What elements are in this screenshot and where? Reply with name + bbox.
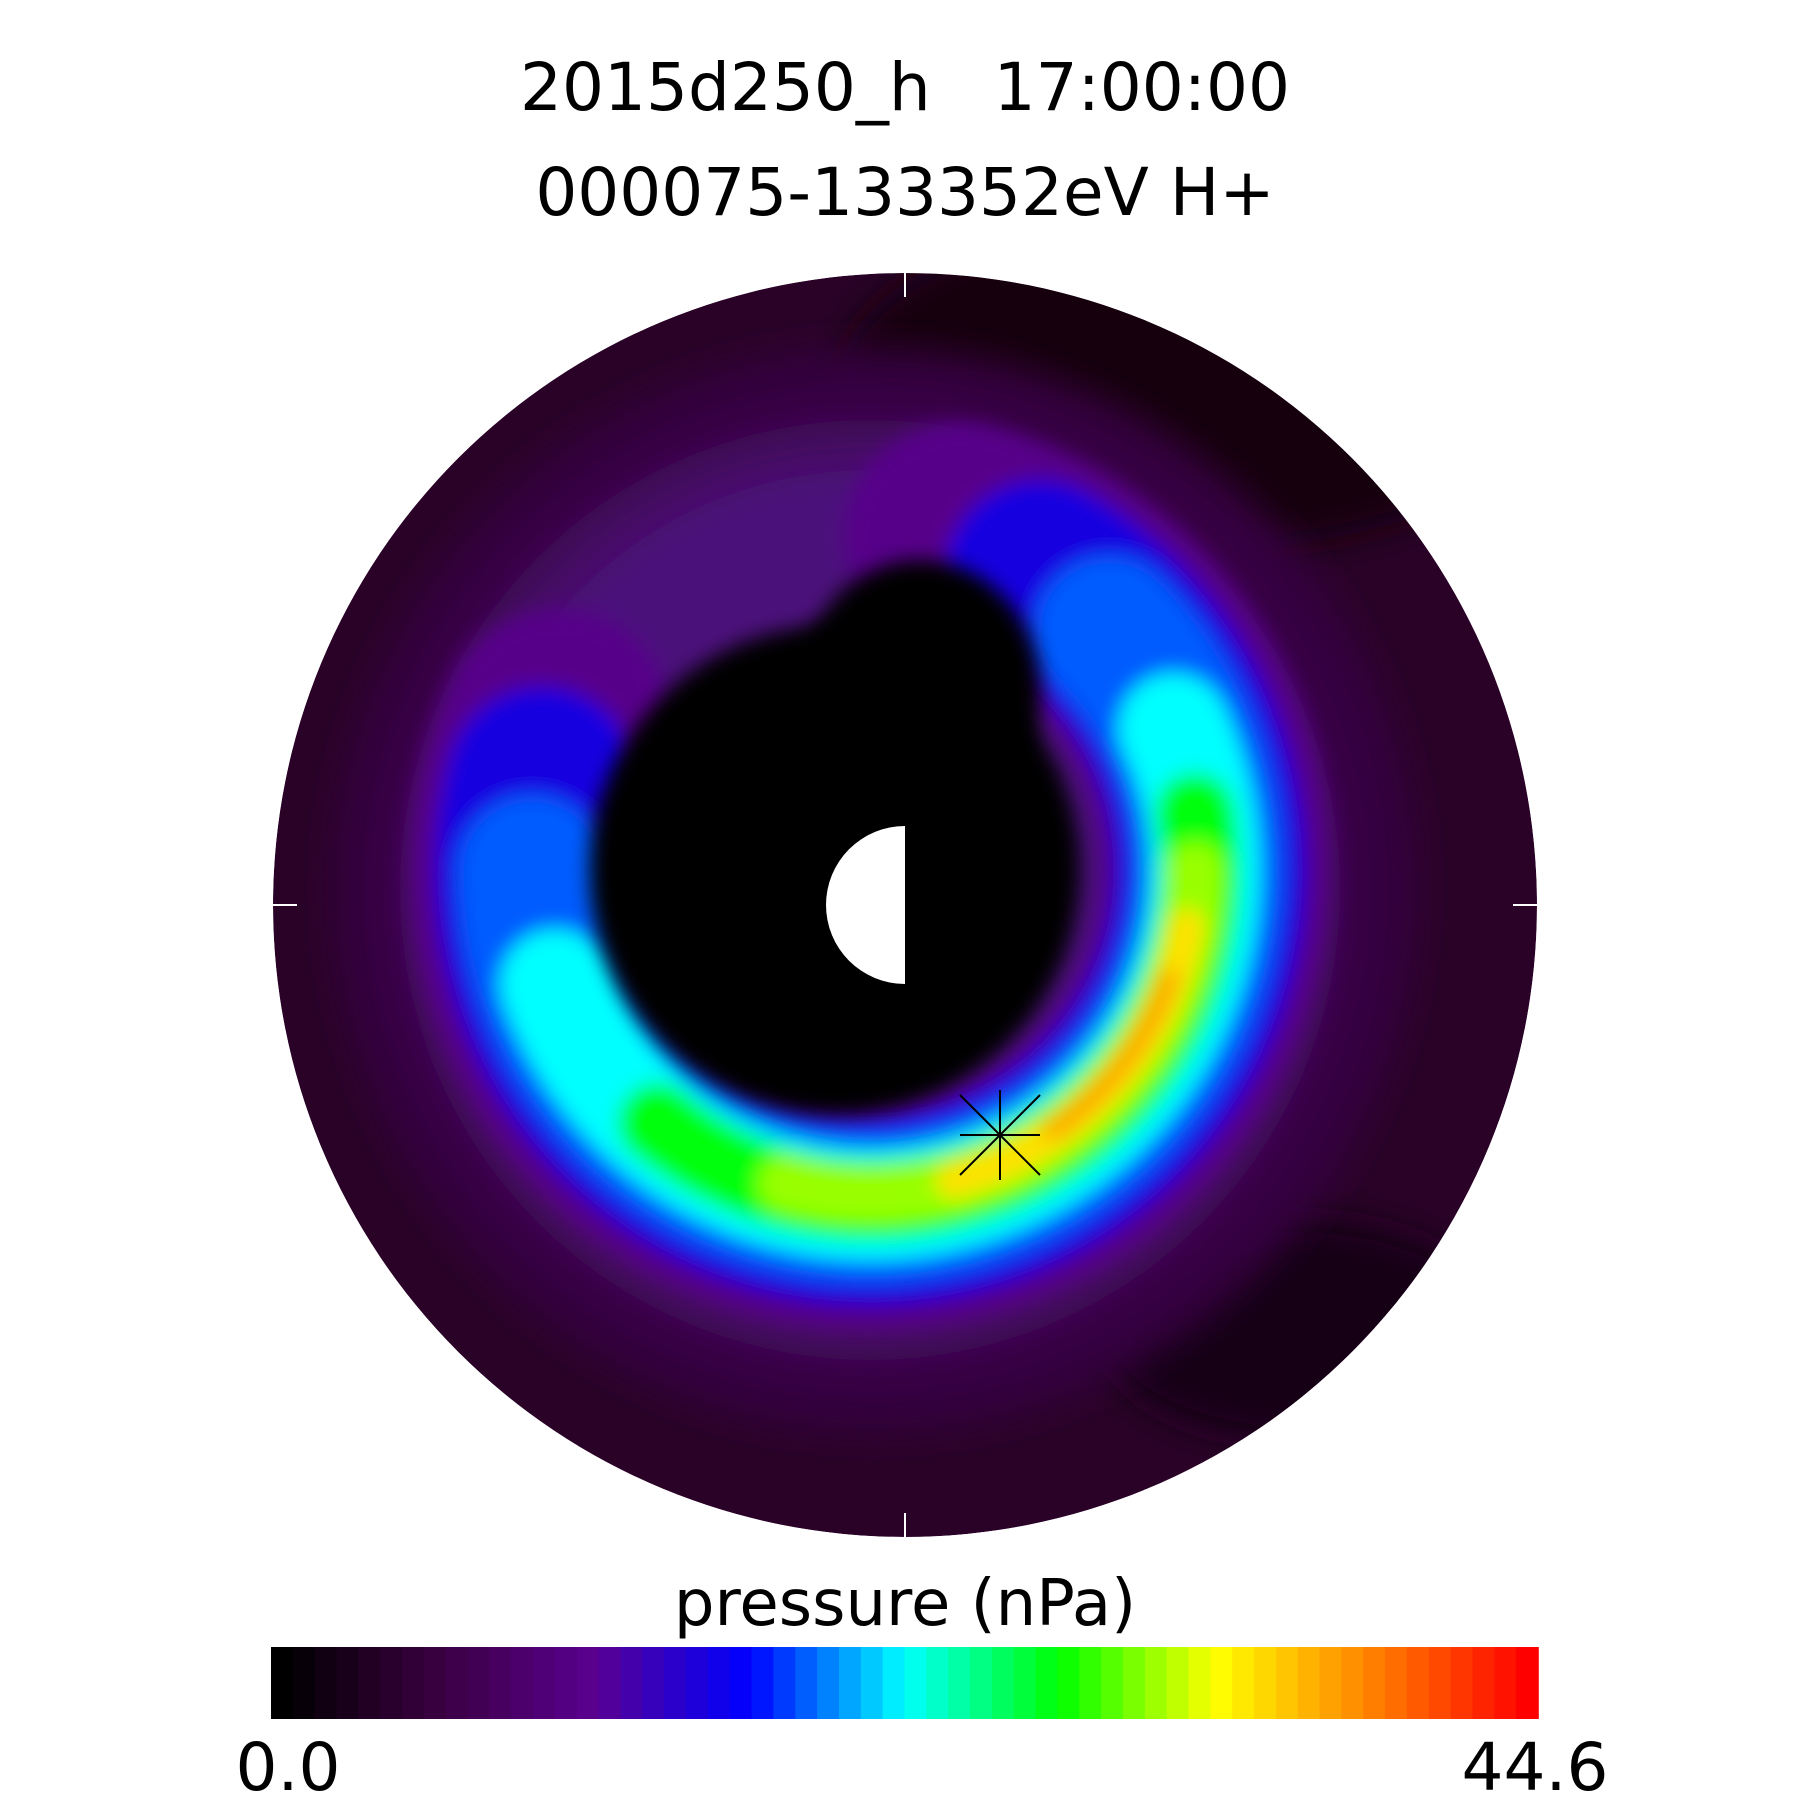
colorbar-level [1516,1647,1539,1719]
earth-nightside [905,826,984,984]
colorbar-level [1057,1647,1081,1719]
earth [826,826,984,984]
colorbar-max-label: 44.6 [1462,1729,1609,1800]
colorbar-level [1210,1647,1233,1719]
colorbar-level [1013,1647,1037,1719]
colorbar-level [1101,1647,1124,1719]
colorbar-level [1188,1647,1212,1719]
colorbar-level [314,1647,338,1719]
colorbar-level [554,1647,578,1719]
colorbar-level [686,1647,709,1719]
colorbar-level [380,1647,403,1719]
colorbar-level [1450,1647,1474,1719]
colorbar-level [1035,1647,1059,1719]
colorbar-level [773,1647,797,1719]
colorbar-level [1232,1647,1255,1719]
colorbar-level [1144,1647,1168,1719]
colorbar-level [991,1647,1015,1719]
colorbar-level [1341,1647,1365,1719]
colorbar-level [489,1647,513,1719]
earth-dayside [826,826,905,984]
colorbar-level [642,1647,666,1719]
colorbar-min-label: 0.0 [236,1729,341,1800]
colorbar-level [271,1647,294,1719]
colorbar-level [1385,1647,1408,1719]
colorbar [271,1647,1539,1719]
inner-hole-upper [800,560,1040,820]
axis-ticks [273,273,1537,1537]
colorbar-level [926,1647,949,1719]
colorbar-level [838,1647,862,1719]
colorbar-level [1275,1647,1299,1719]
colorbar-level [1166,1647,1190,1719]
colorbar-level [751,1647,775,1719]
pressure-crescent [410,421,1330,1330]
colorbar-level [729,1647,753,1719]
colorbar-level [1428,1647,1452,1719]
asterisk-marker [959,1090,1041,1180]
colorbar-level [620,1647,644,1719]
colorbar-level [970,1647,993,1719]
colorbar-level [882,1647,906,1719]
colorbar-level [1406,1647,1430,1719]
colorbar-level [445,1647,469,1719]
colorbar-level [707,1647,731,1719]
pressure-contour [1042,968,1179,1141]
colorbar-level [598,1647,622,1719]
colorbar-level [904,1647,928,1719]
colorbar-level [533,1647,556,1719]
colorbar-level [860,1647,884,1719]
colorbar-level [1363,1647,1386,1719]
colorbar-level [423,1647,447,1719]
colorbar-level [467,1647,491,1719]
colorbar-level [664,1647,687,1719]
colorbar-level [292,1647,316,1719]
colorbar-level [358,1647,382,1719]
colorbar-level [1472,1647,1496,1719]
plot-subtitle: 000075-133352eV H+ [535,154,1274,231]
colorbar-level [402,1647,425,1719]
colorbar-level [1494,1647,1517,1719]
colorbar-level [795,1647,818,1719]
colorbar-level [1079,1647,1102,1719]
colorbar-level [576,1647,600,1719]
colorbar-level [511,1647,534,1719]
colorbar-level [336,1647,360,1719]
colorbar-level [817,1647,840,1719]
colorbar-level [1254,1647,1277,1719]
colorbar-label: pressure (nPa) [674,1567,1136,1641]
plot-title: 2015d250_h 17:00:00 [520,49,1290,126]
colorbar-level [1122,1647,1146,1719]
colorbar-level [1319,1647,1343,1719]
colorbar-level [1297,1647,1321,1719]
colorbar-level [948,1647,971,1719]
